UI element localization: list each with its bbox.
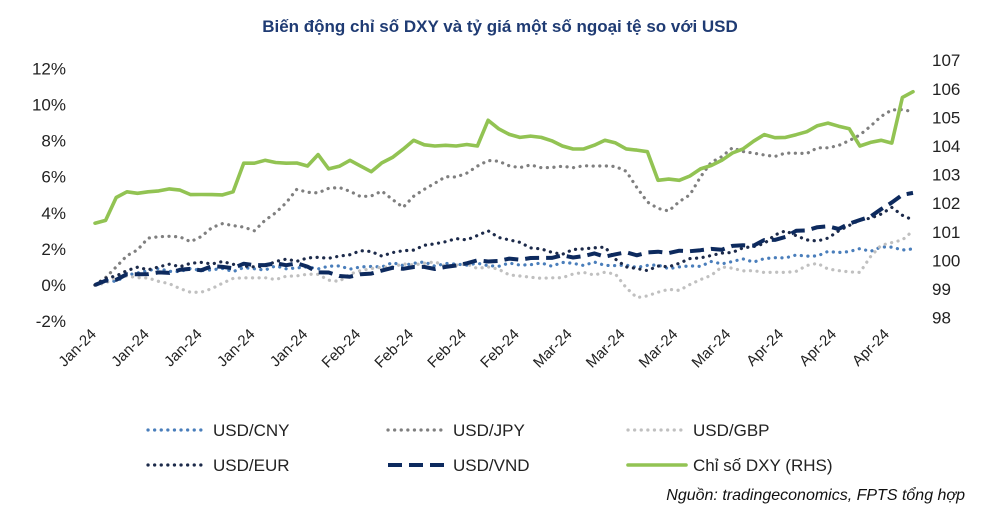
x-tick-label: Apr-24 [743, 326, 787, 370]
series-line-usd-vnd [94, 190, 914, 287]
x-tick-label: Jan-24 [267, 326, 311, 370]
x-tick-label: Mar-24 [583, 326, 629, 372]
legend-label: USD/JPY [453, 421, 525, 440]
legend-label: USD/CNY [213, 421, 290, 440]
x-tick-label: Jan-24 [108, 326, 152, 370]
x-tick-label: Apr-24 [849, 326, 893, 370]
series-line-usd-gbp [93, 229, 915, 300]
y-left-tick-label: 12% [32, 59, 66, 78]
y-right-tick-label: 103 [932, 166, 960, 185]
y-right-tick-label: 98 [932, 309, 951, 328]
y-right-tick-label: 101 [932, 223, 960, 242]
x-tick-label: Mar-24 [530, 326, 576, 372]
y-left-tick-label: 6% [41, 168, 66, 187]
x-tick-label: Mar-24 [689, 326, 735, 372]
x-tick-label: Feb-24 [319, 326, 365, 372]
legend-label: Chỉ số DXY (RHS) [693, 456, 833, 475]
x-tick-label: Jan-24 [55, 326, 99, 370]
series-line-ch-s-dxy-rhs- [93, 89, 915, 225]
y-left-tick-label: 0% [41, 276, 66, 295]
y-right-axis: 98 99 100 101 102 103 104 105 106 107 [932, 51, 960, 327]
y-left-tick-label: -2% [36, 312, 66, 331]
x-tick-label: Mar-24 [636, 326, 682, 372]
y-right-tick-label: 104 [932, 137, 960, 156]
x-tick-label: Apr-24 [796, 326, 840, 370]
x-tick-label: Feb-24 [371, 326, 417, 372]
plot-area [93, 89, 915, 300]
y-right-tick-label: 99 [932, 280, 951, 299]
series-line-usd-eur [93, 205, 915, 287]
y-left-tick-label: 4% [41, 204, 66, 223]
x-tick-label: Jan-24 [161, 326, 205, 370]
source-note: Nguồn: tradingeconomics, FPTS tổng hợp [666, 486, 965, 504]
legend-label: USD/GBP [693, 421, 770, 440]
y-right-tick-label: 100 [932, 251, 960, 270]
legend-label: USD/EUR [213, 456, 290, 475]
y-right-tick-label: 107 [932, 51, 960, 70]
series-line-usd-jpy [93, 108, 915, 287]
y-right-tick-label: 106 [932, 80, 960, 99]
y-left-tick-label: 10% [32, 96, 66, 115]
x-tick-label: Feb-24 [424, 326, 470, 372]
legend-label: USD/VND [453, 456, 530, 475]
series-line-usd-cny [93, 245, 915, 287]
x-axis: Jan-24 Jan-24 Jan-24 Jan-24 Jan-24 Feb-24 Feb-… [55, 326, 892, 372]
x-tick-label: Jan-24 [214, 326, 258, 370]
x-tick-label: Feb-24 [477, 326, 523, 372]
y-left-tick-label: 8% [41, 132, 66, 151]
legend: USD/CNY USD/JPY USD/GBP USD/EUR USD/VND Chỉ s… [146, 421, 833, 475]
y-right-tick-label: 105 [932, 108, 960, 127]
y-right-tick-label: 102 [932, 194, 960, 213]
y-left-axis: -2% 0% 2% 4% 6% 8% 10% 12% [32, 59, 66, 331]
chart-title: Biến động chỉ số DXY và tỷ giá một số ng… [262, 17, 738, 36]
y-left-tick-label: 2% [41, 240, 66, 259]
